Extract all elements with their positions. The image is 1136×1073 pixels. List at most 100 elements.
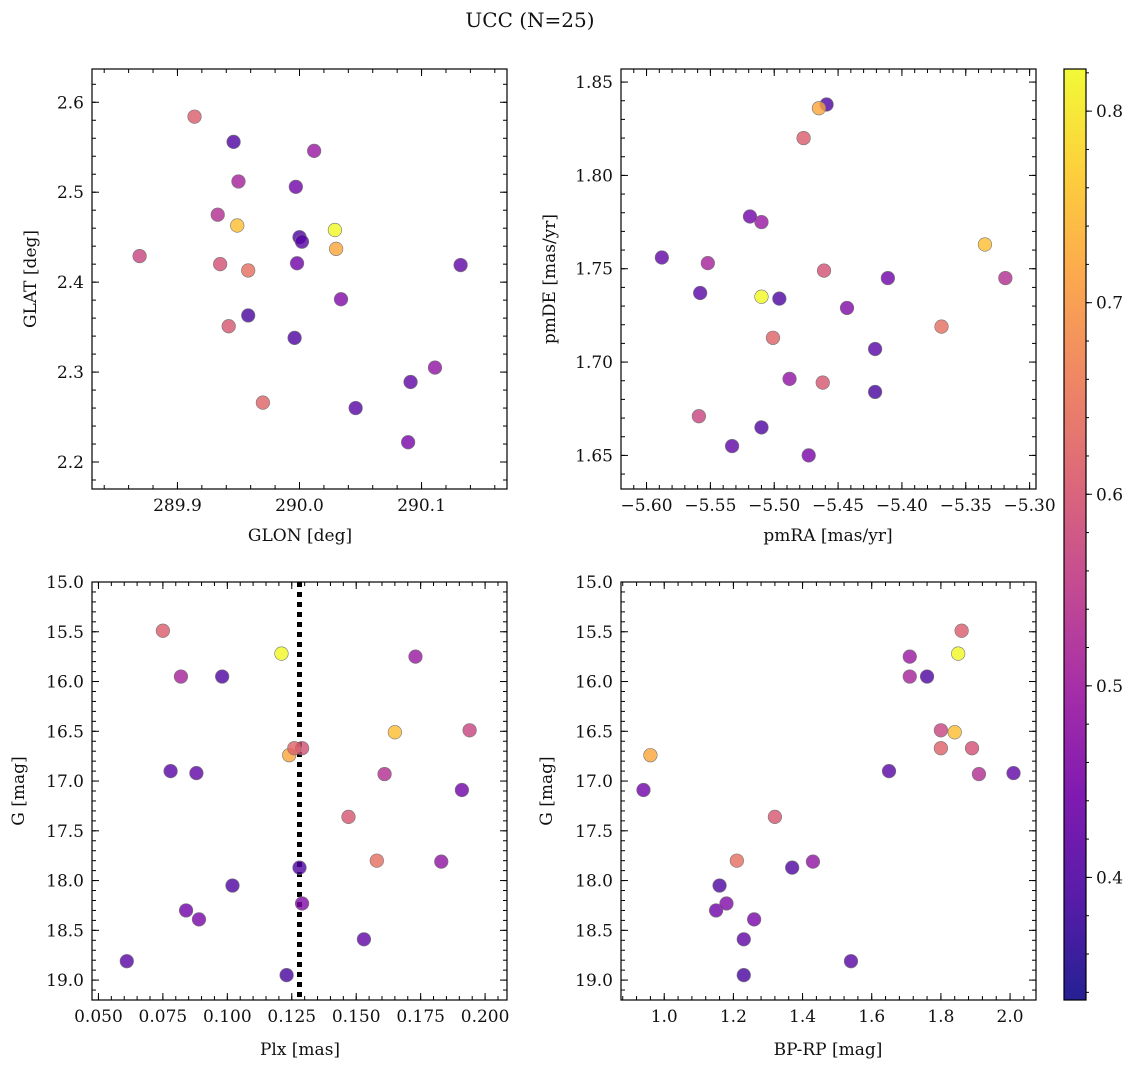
data-point xyxy=(934,319,949,334)
data-point xyxy=(782,371,797,386)
x-tick-label: −5.30 xyxy=(1004,496,1056,516)
y-tick-label: 1.80 xyxy=(575,166,613,186)
x-tick-label: 290.1 xyxy=(397,496,446,516)
data-point xyxy=(213,257,228,272)
data-point xyxy=(964,741,980,756)
subplots: 289.9 290.0 290.1 2.2 2.3 2.4 2.5 2.6 GLON [deg]… xyxy=(9,68,1056,1060)
data-point xyxy=(231,174,246,189)
x-tick-label: 0.200 xyxy=(461,1007,510,1027)
data-point xyxy=(427,360,443,375)
y-tick-label: 1.70 xyxy=(575,353,613,373)
data-point xyxy=(356,932,372,947)
x-tick-label: −5.40 xyxy=(876,496,928,516)
data-point xyxy=(736,932,751,947)
data-point xyxy=(119,954,134,969)
axes-frame xyxy=(91,68,508,490)
data-point xyxy=(132,248,147,264)
data-point xyxy=(796,130,811,146)
data-point xyxy=(880,270,895,286)
data-point xyxy=(163,763,178,779)
data-point xyxy=(369,853,384,868)
data-point xyxy=(453,257,468,273)
data-point xyxy=(287,741,302,756)
data-point xyxy=(255,395,270,410)
data-point xyxy=(736,968,751,983)
x-tick-label: 290.0 xyxy=(275,496,324,516)
data-point xyxy=(401,435,416,450)
panel-bprp-g: 1.0 1.2 1.4 1.6 1.8 2.0 15.0 15.5 16.0 16.5 17.0 17… xyxy=(537,573,1037,1060)
data-point xyxy=(765,330,781,345)
data-point xyxy=(815,375,830,390)
data-point xyxy=(724,438,740,454)
y-tick-label: 19.0 xyxy=(46,971,84,991)
data-point xyxy=(226,134,241,149)
x-tick-label: −5.50 xyxy=(748,496,800,516)
data-point xyxy=(274,646,289,661)
x-axis-label: pmRA [mas/yr] xyxy=(763,526,892,546)
x-tick-label: 1.8 xyxy=(927,1007,954,1027)
data-point xyxy=(307,143,322,158)
data-point xyxy=(954,623,969,638)
data-point xyxy=(279,968,294,983)
y-tick-label: 15.0 xyxy=(575,573,613,593)
data-point xyxy=(241,263,256,278)
y-tick-label: 17.0 xyxy=(46,772,84,792)
data-point xyxy=(173,669,189,684)
data-point xyxy=(333,292,349,307)
x-axis-label: BP-RP [mag] xyxy=(774,1040,883,1060)
data-point xyxy=(754,420,769,435)
data-point xyxy=(636,782,651,798)
data-point xyxy=(215,669,230,684)
y-axis-label: pmDE [mas/yr] xyxy=(540,214,560,344)
y-axis-label: G [mag] xyxy=(537,756,557,825)
data-point xyxy=(951,646,966,661)
x-axis-label: GLON [deg] xyxy=(248,526,352,546)
y-tick-label: 1.65 xyxy=(575,446,613,466)
x-tick-label: 0.075 xyxy=(139,1007,188,1027)
y-tick-label: 18.5 xyxy=(46,921,84,941)
y-tick-label: 16.5 xyxy=(46,722,84,742)
data-point xyxy=(225,878,240,893)
data-point xyxy=(998,270,1013,286)
colorbar-gradient xyxy=(1063,68,1087,1001)
x-tick-label: 289.9 xyxy=(153,496,202,516)
data-point xyxy=(754,289,769,304)
data-point xyxy=(341,809,356,824)
data-point xyxy=(839,300,855,316)
y-tick-label: 15.0 xyxy=(46,573,84,593)
data-point xyxy=(729,853,744,868)
data-point xyxy=(868,341,883,357)
data-point xyxy=(654,250,669,265)
y-tick-label: 17.5 xyxy=(46,822,84,842)
data-point xyxy=(709,903,724,918)
data-point xyxy=(719,896,734,911)
data-point xyxy=(772,291,787,306)
data-point xyxy=(187,109,202,124)
data-point xyxy=(289,256,305,271)
data-point xyxy=(1006,765,1021,781)
colorbar-tick-label: 0.5 xyxy=(1096,677,1123,697)
data-point xyxy=(387,725,402,740)
data-point xyxy=(294,234,310,249)
x-tick-label: 0.050 xyxy=(74,1007,123,1027)
panel-glon-glat: 289.9 290.0 290.1 2.2 2.3 2.4 2.5 2.6 GLON [deg]… xyxy=(21,68,508,546)
data-point xyxy=(348,400,363,416)
y-axis-label: GLAT [deg] xyxy=(21,230,41,328)
x-tick-label: 1.4 xyxy=(789,1007,816,1027)
data-point xyxy=(742,209,758,224)
y-tick-label: 2.6 xyxy=(57,93,84,113)
y-tick-label: 2.2 xyxy=(57,453,84,473)
data-point xyxy=(221,319,236,334)
y-tick-label: 2.4 xyxy=(57,273,84,293)
y-tick-label: 15.5 xyxy=(575,623,613,643)
data-point xyxy=(178,903,194,918)
data-point xyxy=(230,218,245,233)
data-point xyxy=(843,954,859,969)
data-point xyxy=(868,384,883,400)
data-point xyxy=(881,763,897,779)
y-tick-label: 16.0 xyxy=(46,673,84,693)
data-point xyxy=(462,723,477,738)
colorbar-tick-label: 0.8 xyxy=(1096,102,1123,122)
